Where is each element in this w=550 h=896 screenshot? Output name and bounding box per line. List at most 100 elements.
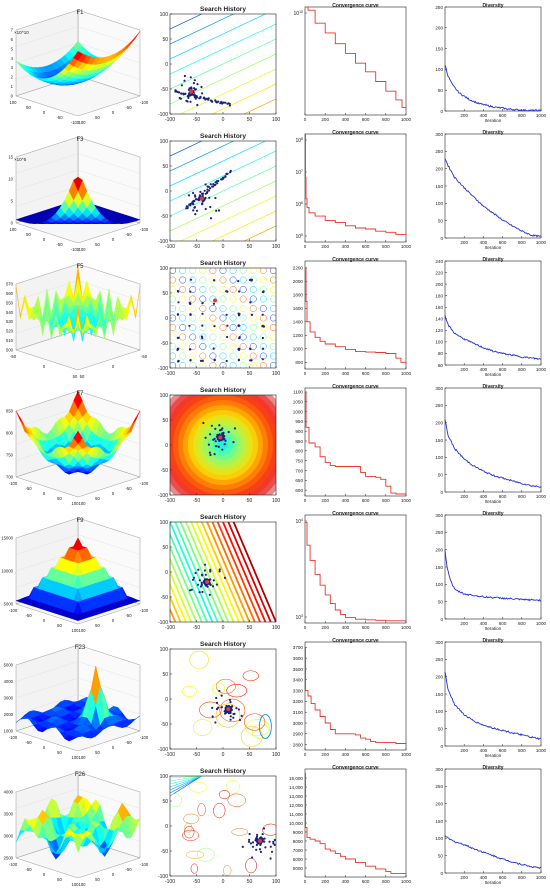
x-tick-label: 0: [304, 244, 307, 249]
y-tick-label: 800: [295, 449, 303, 454]
search-point: [199, 191, 201, 193]
search-point: [238, 290, 240, 292]
y-tick-label: 106: [295, 201, 303, 208]
x-tick-label: 200: [460, 621, 468, 626]
search-point: [212, 715, 214, 717]
z-tick-label: 6: [11, 37, 14, 42]
search-point: [216, 702, 218, 704]
search-point: [230, 715, 232, 717]
search-point: [189, 101, 191, 103]
x-tick-label: 100: [272, 752, 281, 758]
z-tick-label: 3000: [4, 696, 14, 701]
x-axis-label: Iteration: [485, 372, 502, 377]
search-point: [229, 699, 231, 701]
convergence-plot: Convergence curve60065070075080085090095…: [293, 384, 412, 503]
search-point: [195, 572, 197, 574]
search-point: [214, 453, 216, 455]
search-point: [199, 96, 201, 98]
x-tick-label: 0: [304, 625, 307, 630]
x-tick-label: 1000: [401, 625, 412, 630]
x-tick-label: 200: [321, 371, 329, 376]
search-point: [274, 839, 276, 841]
search-point: [199, 591, 201, 593]
surface-title: F5: [76, 264, 84, 270]
y-tick-label: 11,000: [289, 812, 303, 817]
x-axis-label: Iteration: [485, 626, 502, 631]
z-tick-label: 10: [8, 177, 13, 182]
search-title: Search History: [200, 133, 246, 140]
y-tick-label: 0: [112, 872, 115, 877]
z-tick-label: 10000: [1, 569, 13, 574]
y-tick-label: 2200: [293, 266, 304, 271]
x-tick-label: 200: [321, 498, 329, 503]
search-point: [207, 186, 209, 188]
y-tick-label: 50: [438, 218, 444, 223]
search-point: [263, 827, 265, 829]
search-point: [188, 325, 190, 327]
x-tick-label: -50: [25, 486, 32, 491]
y-tick-label: 0: [165, 62, 168, 68]
convergence-plot: Convergence curve28002900300031003200330…: [293, 638, 412, 757]
z-tick-label: 3500: [4, 812, 14, 817]
x-tick-label: -100: [165, 752, 175, 758]
search-point: [248, 841, 250, 843]
y-tick-label: 50: [438, 599, 444, 604]
y-tick-exp: 3: [301, 614, 303, 618]
search-point: [256, 844, 258, 846]
search-point: [225, 711, 227, 713]
diversity-title: Diversity: [482, 257, 503, 263]
x-tick-label: 800: [518, 875, 526, 880]
x-tick-label: 50: [57, 496, 62, 501]
y-tick-label: 100: [160, 266, 169, 272]
search-point: [196, 104, 198, 106]
search-point: [262, 314, 264, 316]
search-point: [197, 584, 199, 586]
search-point: [187, 205, 189, 207]
y-tick-label: 120: [435, 328, 443, 333]
x-tick-label: -100: [165, 244, 175, 250]
search-point: [264, 846, 266, 848]
search-point: [238, 337, 240, 339]
y-tick-label: 600: [295, 488, 303, 493]
y-tick-label: 100: [435, 836, 443, 841]
y-tick-label: -50: [125, 740, 132, 745]
y-tick-label: 200: [435, 547, 443, 552]
x-tick-label: 100: [272, 625, 281, 631]
search-point: [230, 706, 232, 708]
search-point: [210, 584, 212, 586]
plot-frame: [445, 7, 541, 111]
convergence-title: Convergence curve: [332, 638, 379, 644]
search-point: [202, 193, 204, 195]
y-tick-label: 0: [440, 744, 443, 749]
y-tick-label: 2900: [293, 732, 304, 737]
x-tick-label: 1000: [536, 875, 547, 880]
x-tick-label: -50: [193, 879, 200, 885]
x-tick-label: -50: [25, 740, 32, 745]
search-point: [238, 348, 240, 350]
search-point: [189, 359, 191, 361]
search-point: [252, 846, 254, 848]
search-point: [256, 836, 258, 838]
y-tick-label: 0: [440, 236, 443, 241]
x-tick-label: -100: [9, 608, 18, 613]
search-point: [229, 701, 231, 703]
z-tick-label: 5000: [4, 602, 14, 607]
search-point: [260, 851, 262, 853]
y-tick-label: 104: [295, 518, 303, 525]
x-tick-label: -50: [10, 354, 17, 359]
y-tick-label: 80: [438, 351, 444, 356]
y-tick-label: 0: [440, 490, 443, 495]
surface-plot-f1: F1×10^1001234567100500-50-100-100-500501…: [10, 10, 149, 125]
z-tick-label: 540: [6, 310, 14, 315]
plot-frame: [305, 261, 406, 369]
x-tick-label: 0: [43, 618, 46, 623]
x-tick-label: 200: [321, 752, 329, 757]
y-tick-exp: 10: [299, 10, 303, 14]
search-point: [212, 439, 214, 441]
y-tick-label: -50: [125, 486, 132, 491]
z-tick-label: 5: [11, 46, 14, 51]
y-tick-label: -50: [125, 105, 132, 110]
